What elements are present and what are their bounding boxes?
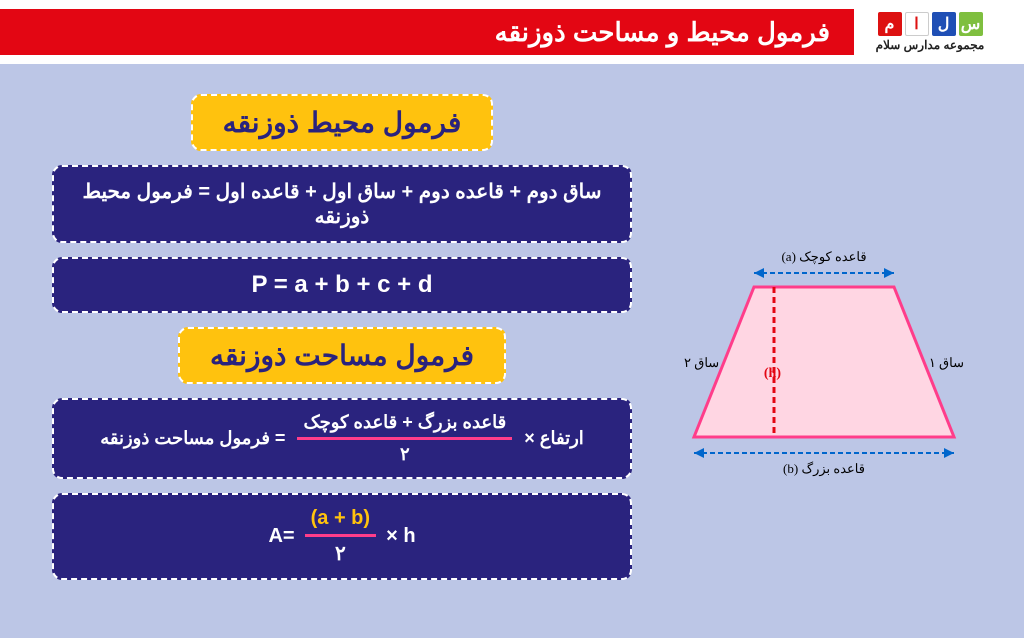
perimeter-words-box: ساق دوم + قاعده دوم + ساق اول + قاعده او…: [52, 165, 632, 243]
logo-box: س: [959, 12, 983, 36]
area-words-box: ارتفاع × قاعده بزرگ + قاعده کوچک ۲ = فرم…: [52, 398, 632, 479]
diagram-column: (h) قاعده کوچک (a) قاعده بزرگ (b) ساق ۱ …: [664, 94, 984, 580]
trapezoid-shape: [694, 287, 954, 437]
side1-label: ساق ۱: [929, 355, 964, 370]
side2-label: ساق ۲: [684, 355, 719, 370]
page-title: فرمول محیط و مساحت ذوزنقه: [495, 17, 830, 48]
area-f2-fraction: (a + b) ۲: [305, 507, 376, 566]
area-formula-box: A= (a + b) ۲ × h: [52, 493, 632, 580]
area-f2-left: A=: [268, 525, 294, 548]
perimeter-formula-box: P = a + b + c + d: [52, 257, 632, 313]
f2-top: (a + b): [305, 507, 376, 534]
bottom-base-label: قاعده بزرگ (b): [783, 461, 865, 477]
bottom-arrow-right: [944, 448, 954, 458]
area-fraction: قاعده بزرگ + قاعده کوچک ۲: [297, 412, 512, 465]
bottom-arrow-left: [694, 448, 704, 458]
top-arrow-right: [884, 268, 894, 278]
trapezoid-diagram: (h) قاعده کوچک (a) قاعده بزرگ (b) ساق ۱ …: [674, 237, 974, 497]
perimeter-title-badge: فرمول محیط ذوزنقه: [191, 94, 494, 151]
logo: سلام مجموعه مدارس سلام: [854, 12, 1024, 52]
height-label: (h): [764, 366, 781, 381]
fraction-top: قاعده بزرگ + قاعده کوچک: [297, 412, 512, 437]
area-equals: = فرمول مساحت ذوزنقه: [100, 428, 285, 449]
top-arrow-left: [754, 268, 764, 278]
top-base-label: قاعده کوچک (a): [781, 249, 866, 265]
fraction-bottom: ۲: [400, 440, 410, 465]
page-title-banner: فرمول محیط و مساحت ذوزنقه: [0, 9, 854, 55]
area-f2-right: × h: [386, 525, 415, 548]
area-mult-label: ارتفاع ×: [524, 428, 584, 449]
f2-bottom: ۲: [335, 537, 346, 566]
formulas-column: فرمول محیط ذوزنقه ساق دوم + قاعده دوم + …: [30, 94, 654, 580]
header: سلام مجموعه مدارس سلام فرمول محیط و مساح…: [0, 0, 1024, 64]
logo-box: ا: [905, 12, 929, 36]
logo-box: م: [878, 12, 902, 36]
logo-subtitle: مجموعه مدارس سلام: [876, 38, 985, 52]
area-title-badge: فرمول مساحت ذوزنقه: [178, 327, 506, 384]
logo-box: ل: [932, 12, 956, 36]
